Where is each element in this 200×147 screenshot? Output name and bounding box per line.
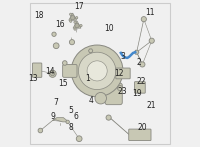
Circle shape xyxy=(141,17,146,22)
Text: 9: 9 xyxy=(51,112,56,121)
FancyBboxPatch shape xyxy=(63,64,77,77)
Text: 5: 5 xyxy=(68,106,73,115)
Text: 16: 16 xyxy=(56,20,65,29)
Text: 12: 12 xyxy=(114,69,123,78)
Circle shape xyxy=(78,52,116,90)
Circle shape xyxy=(71,45,123,97)
Circle shape xyxy=(76,17,78,19)
Polygon shape xyxy=(134,50,139,54)
Circle shape xyxy=(66,120,69,124)
Circle shape xyxy=(118,86,123,91)
Circle shape xyxy=(69,40,75,45)
Circle shape xyxy=(52,32,56,36)
Text: 13: 13 xyxy=(28,74,38,83)
Polygon shape xyxy=(89,49,93,53)
Circle shape xyxy=(75,24,79,28)
FancyBboxPatch shape xyxy=(116,68,130,79)
Circle shape xyxy=(74,28,76,30)
Text: 8: 8 xyxy=(68,123,73,132)
Circle shape xyxy=(53,43,59,49)
FancyBboxPatch shape xyxy=(129,129,151,141)
Circle shape xyxy=(70,13,72,15)
Text: 21: 21 xyxy=(146,101,156,110)
Text: 20: 20 xyxy=(138,123,147,132)
Polygon shape xyxy=(73,21,81,28)
Circle shape xyxy=(80,25,82,27)
Text: 19: 19 xyxy=(132,89,141,98)
Text: 17: 17 xyxy=(74,2,84,11)
Circle shape xyxy=(70,20,72,22)
Circle shape xyxy=(140,62,145,67)
Circle shape xyxy=(49,70,56,77)
Text: 15: 15 xyxy=(59,79,68,88)
Circle shape xyxy=(62,61,67,65)
Text: 6: 6 xyxy=(73,112,78,121)
Circle shape xyxy=(95,92,106,104)
FancyBboxPatch shape xyxy=(105,83,122,105)
Text: 14: 14 xyxy=(46,67,55,76)
Circle shape xyxy=(106,115,111,120)
Text: 3: 3 xyxy=(121,52,125,61)
Circle shape xyxy=(76,136,82,142)
Circle shape xyxy=(87,61,107,81)
Circle shape xyxy=(149,38,154,43)
Circle shape xyxy=(38,128,43,133)
Circle shape xyxy=(71,16,75,20)
FancyBboxPatch shape xyxy=(134,82,145,93)
Text: 11: 11 xyxy=(145,8,154,17)
FancyBboxPatch shape xyxy=(32,63,42,77)
Text: 4: 4 xyxy=(88,96,93,105)
Text: 23: 23 xyxy=(117,87,127,96)
Polygon shape xyxy=(53,118,67,122)
Text: 7: 7 xyxy=(53,98,58,107)
Text: 1: 1 xyxy=(85,74,90,83)
Circle shape xyxy=(74,21,76,23)
Text: 22: 22 xyxy=(137,77,146,86)
Polygon shape xyxy=(69,13,77,20)
Text: 10: 10 xyxy=(105,24,114,33)
Text: 18: 18 xyxy=(34,11,44,20)
Text: 2: 2 xyxy=(136,58,141,67)
Circle shape xyxy=(51,72,55,76)
